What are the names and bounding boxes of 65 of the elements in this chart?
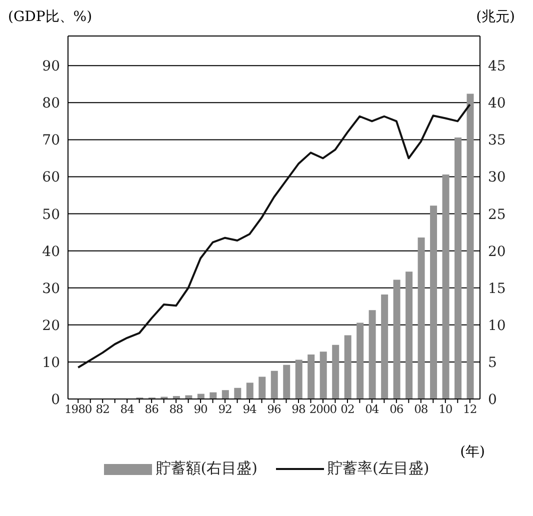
- bar: [442, 174, 450, 399]
- bar: [295, 360, 302, 399]
- y2-tick-label: 40: [488, 96, 506, 112]
- bar: [466, 94, 474, 399]
- y-tick-label: 40: [42, 244, 60, 260]
- x-tick-label: 84: [120, 402, 134, 416]
- bar: [283, 364, 290, 399]
- bar: [320, 352, 327, 399]
- x-tick-label: 90: [194, 402, 208, 416]
- y-tick-label: 90: [42, 58, 60, 75]
- x-tick-label: 92: [218, 402, 232, 416]
- bar: [308, 354, 315, 399]
- bar: [418, 238, 425, 399]
- x-tick-label: 88: [169, 402, 184, 416]
- x-tick-label: 86: [144, 402, 159, 416]
- y2-axis-title: (兆元): [476, 8, 515, 26]
- x-tick-label: 06: [390, 402, 404, 416]
- bar: [222, 390, 229, 399]
- y2-tick-label: 30: [488, 170, 506, 186]
- bar: [381, 294, 388, 399]
- x-axis-title: (年): [460, 443, 485, 461]
- y-tick-label: 70: [42, 132, 60, 149]
- bar: [332, 344, 340, 399]
- bar: [344, 335, 352, 399]
- legend-label: 貯蓄額(右目盛): [156, 459, 258, 478]
- x-tick-label: 02: [340, 402, 354, 416]
- y2-tick-label: 15: [488, 280, 506, 297]
- x-tick-label: 08: [414, 402, 428, 416]
- y-axis-title: (GDP比、%): [8, 8, 92, 26]
- x-tick-label: 12: [463, 402, 477, 416]
- line-series: [77, 104, 471, 369]
- bar: [356, 322, 364, 399]
- legend-label: 貯蓄率(左目盛): [328, 459, 430, 478]
- y-tick-label: 20: [42, 318, 60, 334]
- bar: [430, 206, 438, 399]
- x-tick-label: 10: [438, 402, 452, 416]
- y-tick-label: 0: [51, 392, 60, 408]
- x-tick-label: 94: [242, 402, 257, 416]
- x-tick-label: 1980: [64, 402, 92, 416]
- x-tick-label: 82: [96, 402, 110, 416]
- bar: [234, 388, 242, 399]
- x-tick-label: 04: [365, 402, 379, 416]
- y2-tick-label: 25: [488, 206, 506, 223]
- bar: [210, 392, 217, 399]
- y2-tick-label: 45: [488, 58, 506, 75]
- y-tick-label: 10: [42, 354, 60, 371]
- bar: [393, 280, 400, 399]
- y-tick-label: 50: [42, 206, 60, 223]
- y2-tick-label: 0: [488, 392, 497, 408]
- y2-tick-label: 10: [488, 318, 506, 334]
- bar: [270, 370, 278, 399]
- bar: [406, 272, 413, 399]
- y-tick-label: 30: [42, 280, 60, 297]
- y-tick-label: 60: [42, 170, 60, 186]
- x-tick-label: 96: [267, 402, 281, 416]
- bar: [368, 310, 376, 399]
- y2-tick-label: 35: [488, 132, 506, 149]
- bar: [246, 382, 254, 399]
- y2-tick-label: 5: [488, 354, 497, 371]
- x-tick-label: 98: [292, 402, 306, 416]
- bar: [454, 137, 462, 399]
- y-tick-label: 80: [42, 96, 60, 112]
- bar: [258, 376, 266, 399]
- y2-tick-label: 20: [488, 244, 506, 260]
- x-tick-label: 2000: [309, 402, 337, 416]
